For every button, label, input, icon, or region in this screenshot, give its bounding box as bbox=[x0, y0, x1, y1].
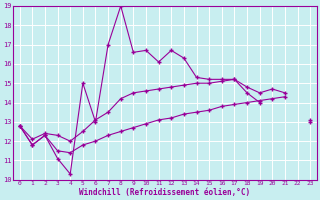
X-axis label: Windchill (Refroidissement éolien,°C): Windchill (Refroidissement éolien,°C) bbox=[79, 188, 251, 197]
